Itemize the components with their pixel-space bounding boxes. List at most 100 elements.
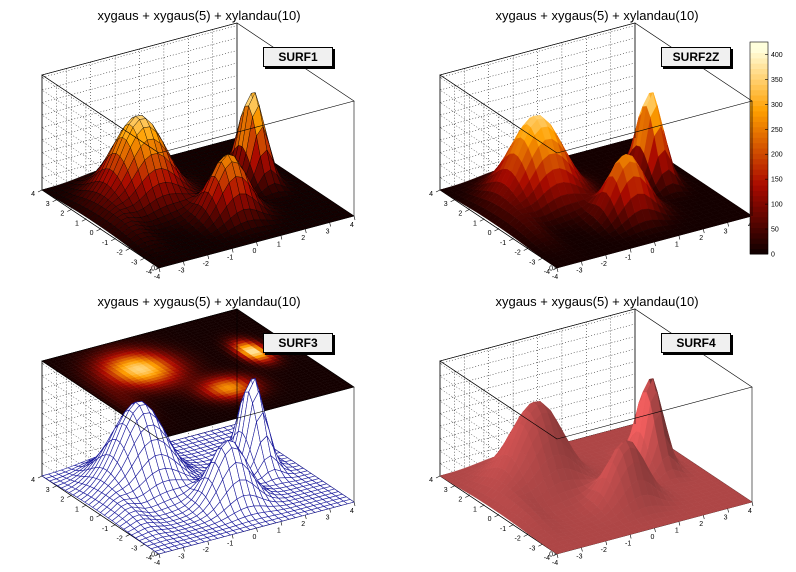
x-tick-label: 0 [651,534,655,541]
x-tick-mark [158,553,161,559]
palette-band [750,227,768,234]
palette-band [750,52,768,59]
x-tick-mark [654,527,656,533]
y-tick-mark [125,248,130,251]
x-tick-mark [207,254,210,260]
palette-tick-label: 350 [771,77,783,84]
palette-band [750,185,768,191]
palette-tick-label: 50 [771,227,779,234]
x-tick-mark [183,261,185,266]
x-tick-label: -4 [154,560,160,567]
x-tick-label: -1 [227,255,233,262]
surf2z-chart: xygaus + xygaus(5) + xylandau(10)0501001… [429,8,783,281]
y-tick-label: 2 [458,211,462,218]
pad-surf3[interactable]: xygaus + xygaus(5) + xylandau(10)0501001… [0,286,398,572]
surface-cell [343,213,355,218]
palette-band [750,42,768,48]
y-tick-label: 0 [90,516,94,523]
z-tick-label: 0 [151,552,155,559]
x-tick-label: -4 [154,274,160,281]
y-tick-label: 3 [444,201,448,208]
palette-tick-label: 100 [771,202,783,209]
palette-band [750,190,768,197]
x-tick-label: -1 [625,541,631,548]
y-tick-mark [154,553,160,557]
x-tick-mark [629,534,632,539]
y-tick-mark [140,257,145,261]
palette-band [750,232,768,239]
x-tick-label: 0 [651,248,655,255]
x-tick-label: 0 [253,248,257,255]
surface-3 [439,377,753,555]
y-tick-mark [450,199,455,203]
x-tick-mark [329,508,331,513]
x-tick-label: -4 [552,274,558,281]
surface-1 [439,91,753,269]
x-tick-label: -1 [625,255,631,262]
x-tick-mark [629,248,632,253]
pad-surf4[interactable]: xygaus + xygaus(5) + xylandau(10)0501001… [398,286,796,572]
palette-band [750,137,768,144]
surf1-chart: xygaus + xygaus(5) + xylandau(10)0501001… [31,8,356,281]
surface-cell [342,499,355,505]
x-tick-label: -4 [552,560,558,567]
y-tick-mark [154,267,160,271]
y-tick-mark [538,257,543,261]
x-tick-label: -2 [203,547,209,554]
y-tick-mark [479,218,485,222]
z-tick-label: 0 [549,266,553,273]
y-tick-mark [67,495,72,498]
x-tick-label: 1 [277,242,281,249]
x-tick-label: 1 [675,242,679,249]
x-tick-mark [256,241,258,247]
y-tick-mark [52,485,57,489]
palette-band [750,100,768,107]
x-tick-mark [556,553,559,559]
palette-band [750,126,768,133]
x-tick-mark [158,267,161,273]
y-tick-mark [465,209,470,212]
pad-surf1[interactable]: xygaus + xygaus(5) + xylandau(10)0501001… [0,0,398,286]
x-tick-label: 2 [699,235,703,242]
y-tick-mark [52,199,57,203]
y-tick-label: 3 [444,487,448,494]
palette-band [750,211,768,218]
y-tick-mark [538,543,543,547]
y-tick-label: -1 [500,526,506,533]
surf4-chart: xygaus + xygaus(5) + xylandau(10)0501001… [429,294,754,567]
palette-band [750,105,768,112]
x-tick-mark [207,540,210,546]
surface-2 [41,377,355,555]
palette-band [750,79,768,85]
palette-band [750,248,768,255]
y-tick-mark [110,524,116,528]
x-tick-mark [183,547,185,552]
x-tick-mark [702,514,705,520]
palette-band [750,95,768,101]
y-tick-label: -4 [544,555,550,562]
palette-band [750,148,768,154]
palette-band [750,153,768,160]
y-tick-label: 4 [31,191,35,198]
palette-band [750,68,768,75]
palette-band [750,132,768,138]
palette-tick-label: 200 [771,152,783,159]
x-tick-mark [751,501,754,507]
x-tick-mark [353,215,356,221]
y-tick-mark [552,267,558,271]
palette-band [750,195,768,202]
y-tick-mark [67,209,72,212]
x-tick-label: 3 [724,515,728,522]
surf2z-option-label: SURF2Z [661,47,731,67]
y-tick-label: 0 [488,230,492,237]
x-tick-label: 2 [301,521,305,528]
pad-surf2z[interactable]: xygaus + xygaus(5) + xylandau(10)0501001… [398,0,796,286]
palette-tick-label: 150 [771,177,783,184]
y-tick-mark [81,504,87,508]
y-tick-label: -1 [102,240,108,247]
y-tick-label: 1 [473,220,477,227]
palette-tick-label: 300 [771,102,783,109]
x-tick-label: -3 [576,554,582,561]
